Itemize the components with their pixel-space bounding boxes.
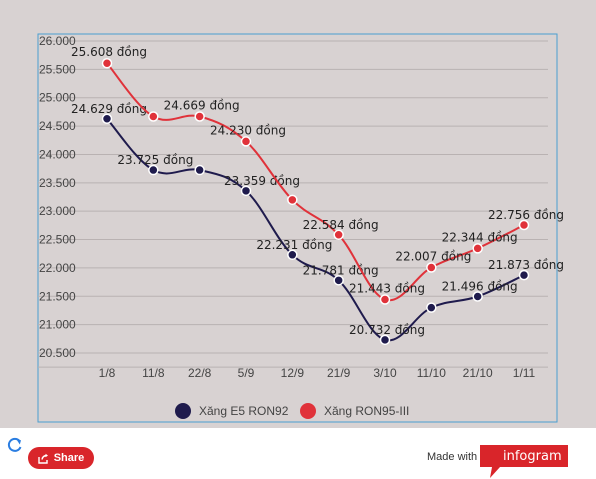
legend-label: Xăng E5 RON92 [199, 404, 289, 418]
series-line [106, 62, 525, 302]
legend-label: Xăng RON95-III [324, 404, 410, 418]
legend-item[interactable]: Xăng RON95-III [300, 403, 409, 419]
chart-frame [37, 33, 558, 423]
data-point[interactable] [101, 113, 113, 125]
data-point[interactable] [333, 229, 344, 241]
data-point[interactable] [472, 243, 483, 254]
legend: Xăng E5 RON92 Xăng RON95-III [0, 403, 596, 423]
legend-item[interactable]: Xăng E5 RON92 [175, 403, 288, 419]
data-label: 21.443 đồng [349, 282, 425, 296]
x-tick-label: 12/9 [281, 366, 305, 380]
data-label: 21.873 đồng [488, 258, 564, 272]
data-label: 22.756 đồng [488, 208, 564, 222]
infogram-brand-text: infogram [503, 449, 562, 464]
chart-area: 26.000 25.500 25.000 24.500 24.000 23.500 23.0… [0, 0, 596, 428]
data-point[interactable] [240, 136, 252, 147]
x-tick-label: 1/8 [99, 366, 116, 380]
data-label: 25.608 đồng [71, 45, 147, 59]
y-tick-label: 22.000 [39, 261, 76, 275]
data-point[interactable] [518, 219, 530, 231]
legend-marker [300, 403, 316, 419]
infogram-logo[interactable] [480, 445, 568, 478]
data-point[interactable] [472, 291, 483, 302]
data-label: 21.496 đồng [442, 279, 518, 293]
data-point[interactable] [426, 262, 437, 273]
y-tick-label: 23.500 [39, 176, 76, 190]
data-label: 22.231 đồng [256, 238, 332, 252]
y-tick-label: 21.000 [39, 318, 76, 332]
refresh-icon[interactable] [6, 436, 24, 454]
data-label: 22.344 đồng [442, 230, 518, 244]
data-point[interactable] [287, 194, 298, 206]
y-tick-label: 26.000 [39, 34, 76, 48]
y-tick-label: 24.500 [39, 119, 76, 133]
y-tick-label: 25.000 [39, 91, 76, 105]
data-point[interactable] [194, 111, 205, 122]
y-tick-label: 22.500 [39, 233, 76, 247]
data-point[interactable] [379, 334, 391, 346]
x-tick-label: 11/10 [417, 366, 446, 380]
x-tick-label: 21/9 [327, 366, 351, 380]
data-point[interactable] [194, 164, 205, 176]
made-with-text: Made with [427, 451, 478, 463]
data-point[interactable] [240, 185, 252, 197]
x-tick-label: 3/10 [373, 366, 397, 380]
data-label: 24.230 đồng [210, 123, 286, 137]
series-line [106, 118, 525, 342]
x-tick-label: 5/9 [238, 366, 255, 380]
line-chart: 26.000 25.500 25.000 24.500 24.000 23.500 23.0… [37, 33, 564, 423]
x-tick-label: 21/10 [463, 366, 493, 380]
x-tick-label: 11/8 [142, 366, 165, 380]
data-label: 22.584 đồng [303, 218, 379, 232]
x-tick-label: 1/11 [513, 366, 536, 380]
share-label: Share [53, 452, 85, 464]
data-point[interactable] [101, 57, 113, 69]
data-label: 23.359 đồng [224, 174, 300, 188]
data-point[interactable] [148, 164, 159, 176]
y-tick-label: 20.500 [39, 346, 76, 360]
data-point[interactable] [379, 294, 391, 305]
share-button[interactable]: Share [28, 447, 94, 469]
data-label: 23.725 đồng [117, 153, 193, 167]
data-point[interactable] [333, 275, 344, 286]
data-point[interactable] [287, 249, 298, 261]
data-point[interactable] [426, 302, 437, 313]
x-tick-label: 22/8 [188, 366, 212, 380]
data-point[interactable] [148, 111, 159, 122]
data-label: 24.669 đồng [164, 99, 240, 113]
data-point[interactable] [518, 269, 530, 281]
data-label: 24.629 đồng [71, 102, 147, 116]
y-tick-label: 24.000 [39, 147, 76, 161]
y-tick-label: 21.500 [39, 289, 76, 303]
data-label: 21.781 đồng [303, 263, 379, 277]
data-label: 22.007 đồng [395, 250, 471, 264]
y-tick-label: 23.000 [39, 204, 76, 218]
legend-marker [175, 403, 191, 419]
y-tick-label: 25.500 [39, 62, 76, 76]
share-icon [38, 453, 48, 464]
data-label: 20.732 đồng [349, 323, 425, 337]
